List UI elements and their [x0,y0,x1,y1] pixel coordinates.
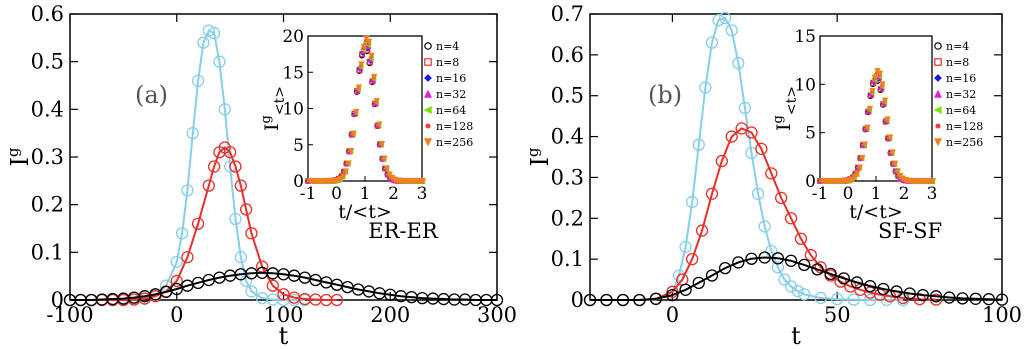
legend-label: n=4 [436,40,459,53]
y-tick-label: 0.7 [551,2,584,26]
x-tick-label: 200 [370,303,410,327]
y-axis-label: Ig [524,147,554,166]
x-tick-label: 50 [824,303,851,327]
y-tick-label: 0.5 [31,50,64,74]
plot-frame [590,14,1002,300]
y-tick-label: 0.1 [31,240,64,264]
inset-frame [308,36,422,181]
legend-label: n=16 [946,72,976,85]
x-axis-label: t [791,322,801,349]
inset-y-axis-label: Ig<t> [771,86,800,131]
y-tick-label: 0 [51,288,64,312]
y-tick-label: 0.3 [551,165,584,189]
y-tick-label: 0.1 [551,247,584,271]
y-axis-label: Ig [4,147,34,166]
y-tick-label: 0.2 [31,193,64,217]
inset-x-tick-label: 3 [927,184,938,204]
panel-label: (b) [648,81,682,109]
legend-label: n=128 [436,120,473,133]
inset-x-axis-label: t/<t> [338,201,392,223]
legend-label: n=4 [946,40,969,53]
inset-x-tick-label: 3 [417,184,428,204]
inset-y-tick-label: 15 [794,27,816,47]
x-axis-label: t [279,322,289,349]
series-2 [585,252,1008,305]
legend-label: n=256 [946,136,983,149]
inset-legend: n=4 n=8 n=16 n=32 n=64 n=128 n=256 [425,40,473,149]
x-tick-label: 300 [477,303,517,327]
inset-y-tick-label: 5 [293,136,304,156]
inset-y-tick-label: 15 [282,63,304,83]
inset-legend: n=4 n=8 n=16 n=32 n=64 n=128 n=256 [935,40,983,149]
inset-frame [820,36,932,181]
inset-y-tick-label: 20 [282,27,304,47]
x-tick-label: 100 [982,303,1022,327]
legend-label: n=256 [436,136,473,149]
inset-x-axis-label: t/<t> [849,201,903,223]
legend-label: n=16 [436,72,466,85]
panel-label: (a) [135,81,168,109]
y-tick-label: 0.5 [551,84,584,108]
legend-label: n=64 [946,104,976,117]
series-0 [65,25,311,305]
legend-label: n=128 [946,120,983,133]
y-tick-label: 0.2 [551,206,584,230]
legend-label: n=32 [946,88,976,101]
y-tick-label: 0 [571,288,584,312]
plot-frame [70,14,497,300]
inset-y-axis-label: Ig<t> [259,86,288,131]
x-tick-label: 0 [666,303,679,327]
x-tick-label: 0 [170,303,183,327]
legend-label: n=8 [946,56,969,69]
y-tick-label: 0.4 [551,125,584,149]
legend-label: n=64 [436,104,466,117]
series-line [70,31,305,300]
inset-y-tick-label: 5 [805,124,816,144]
inset-y-tick-label: 0 [293,172,304,192]
inset-y-tick-label: 0 [805,172,816,192]
legend-label: n=8 [436,56,459,69]
inset-chart: -1 0 1 2 3051015t/<t>Ig<t> [771,27,937,223]
legend-label: n=32 [436,88,466,101]
y-tick-label: 0.4 [31,97,64,121]
y-tick-label: 0.6 [31,2,64,26]
chart-panel-a: -100 0 100 200 30000.10.20.30.40.50.6tIg(a)E… [4,2,517,349]
y-tick-label: 0.6 [551,43,584,67]
chart-panel-b: 0 50 10000.10.20.30.40.50.60.7tIg(b)SF-SF-… [524,2,1022,349]
y-tick-label: 0.3 [31,145,64,169]
